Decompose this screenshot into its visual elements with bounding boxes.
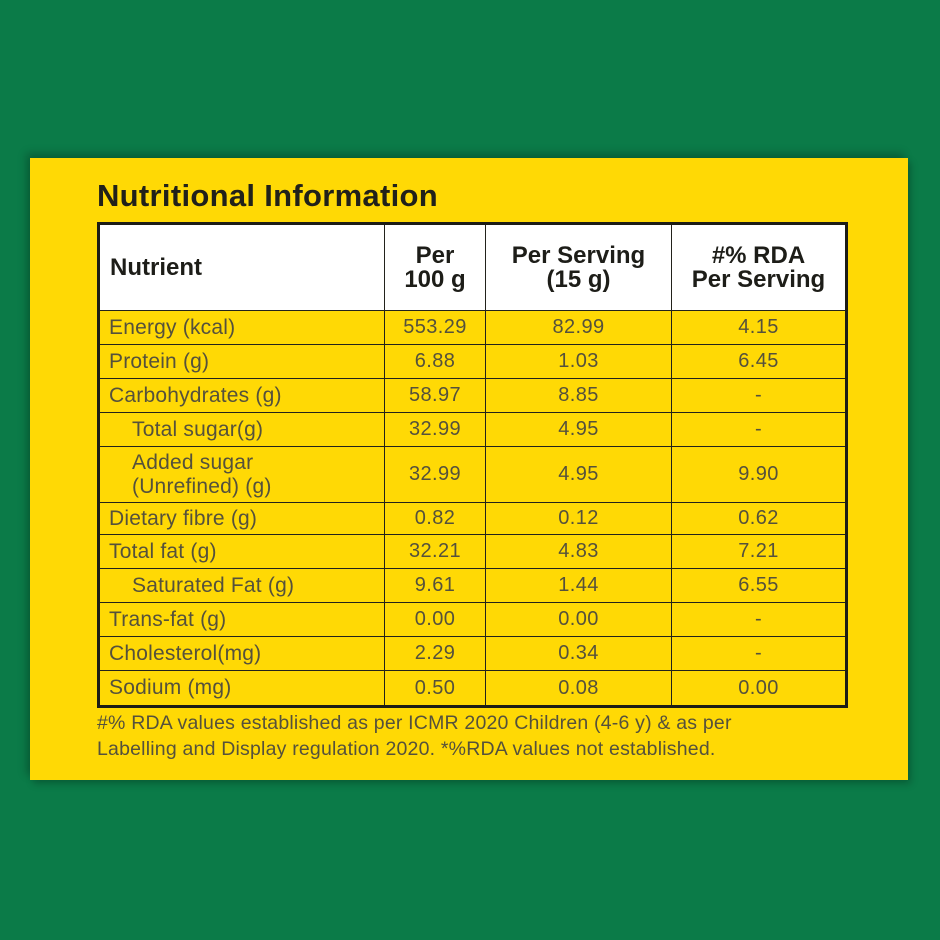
value-per-serving: 0.08 [485, 670, 672, 707]
column-header-nutrient: Nutrient [98, 223, 385, 311]
value-per-serving: 1.44 [485, 568, 672, 603]
value-per-100g: 32.99 [384, 446, 486, 503]
value-per-100g: 32.21 [384, 534, 486, 569]
nutrient-label: Protein (g) [98, 344, 385, 379]
value-rda: 6.45 [671, 344, 847, 379]
page-title: Nutritional Information [97, 178, 438, 213]
value-rda: - [671, 602, 847, 637]
table-header-row: Nutrient Per 100 g Per Serving (15 g) #%… [98, 223, 847, 311]
header-line: Per Serving [691, 265, 826, 293]
value-per-100g: 2.29 [384, 636, 486, 671]
header-line: (15 g) [546, 265, 611, 293]
nutrient-label: Total fat (g) [98, 534, 385, 569]
nutrient-label: Trans-fat (g) [98, 602, 385, 637]
column-header-per-serving: Per Serving (15 g) [485, 223, 672, 311]
value-per-serving: 4.83 [485, 534, 672, 569]
label-line: Added sugar [132, 450, 254, 474]
table-row-dietary-fibre: Dietary fibre (g) 0.82 0.12 0.62 [98, 502, 847, 535]
value-rda: 0.62 [671, 502, 847, 535]
value-per-serving: 82.99 [485, 310, 672, 345]
footnote-line-1: #% RDA values established as per ICMR 20… [97, 712, 732, 734]
nutrient-label: Carbohydrates (g) [98, 378, 385, 413]
nutrition-table: Nutrient Per 100 g Per Serving (15 g) #%… [97, 222, 848, 708]
table-row-total-fat: Total fat (g) 32.21 4.83 7.21 [98, 534, 847, 569]
value-per-serving: 0.00 [485, 602, 672, 637]
table-row-trans-fat: Trans-fat (g) 0.00 0.00 - [98, 602, 847, 637]
value-per-serving: 0.34 [485, 636, 672, 671]
value-rda: 7.21 [671, 534, 847, 569]
value-per-serving: 1.03 [485, 344, 672, 379]
table-row-protein: Protein (g) 6.88 1.03 6.45 [98, 344, 847, 379]
nutrient-label: Cholesterol(mg) [98, 636, 385, 671]
table-row-carbohydrates: Carbohydrates (g) 58.97 8.85 - [98, 378, 847, 413]
nutrition-label-card: Nutritional Information Nutrient Per 100… [30, 158, 908, 780]
header-line: Per Serving [511, 241, 646, 269]
header-line: #% RDA [711, 241, 806, 269]
column-header-rda: #% RDA Per Serving [671, 223, 847, 311]
value-per-100g: 32.99 [384, 412, 486, 447]
value-per-100g: 0.00 [384, 602, 486, 637]
value-rda: - [671, 412, 847, 447]
table-row-saturated-fat: Saturated Fat (g) 9.61 1.44 6.55 [98, 568, 847, 603]
rda-footnote: #% RDA values established as per ICMR 20… [97, 710, 787, 762]
value-rda: - [671, 378, 847, 413]
value-rda: 4.15 [671, 310, 847, 345]
value-per-100g: 0.82 [384, 502, 486, 535]
table-row-energy: Energy (kcal) 553.29 82.99 4.15 [98, 310, 847, 345]
value-rda: 9.90 [671, 446, 847, 503]
label-line: (Unrefined) (g) [132, 474, 272, 498]
table-row-added-sugar: Added sugar (Unrefined) (g) 32.99 4.95 9… [98, 446, 847, 503]
table-row-cholesterol: Cholesterol(mg) 2.29 0.34 - [98, 636, 847, 671]
nutrient-label: Saturated Fat (g) [98, 568, 385, 603]
value-rda: - [671, 636, 847, 671]
footnote-line-2: Labelling and Display regulation 2020. *… [97, 738, 716, 760]
column-header-per-100g: Per 100 g [384, 223, 486, 311]
value-per-serving: 8.85 [485, 378, 672, 413]
value-per-serving: 4.95 [485, 412, 672, 447]
table-row-total-sugar: Total sugar(g) 32.99 4.95 - [98, 412, 847, 447]
value-per-100g: 6.88 [384, 344, 486, 379]
value-per-100g: 553.29 [384, 310, 486, 345]
value-rda: 6.55 [671, 568, 847, 603]
nutrient-label: Added sugar (Unrefined) (g) [98, 446, 385, 503]
value-rda: 0.00 [671, 670, 847, 707]
nutrient-label: Sodium (mg) [98, 670, 385, 707]
nutrient-label: Dietary fibre (g) [98, 502, 385, 535]
value-per-serving: 0.12 [485, 502, 672, 535]
nutrient-label: Total sugar(g) [98, 412, 385, 447]
nutrient-label: Energy (kcal) [98, 310, 385, 345]
header-line: Per [415, 241, 455, 269]
value-per-serving: 4.95 [485, 446, 672, 503]
header-line: 100 g [404, 265, 466, 293]
table-row-sodium: Sodium (mg) 0.50 0.08 0.00 [98, 670, 847, 707]
value-per-100g: 58.97 [384, 378, 486, 413]
value-per-100g: 0.50 [384, 670, 486, 707]
value-per-100g: 9.61 [384, 568, 486, 603]
